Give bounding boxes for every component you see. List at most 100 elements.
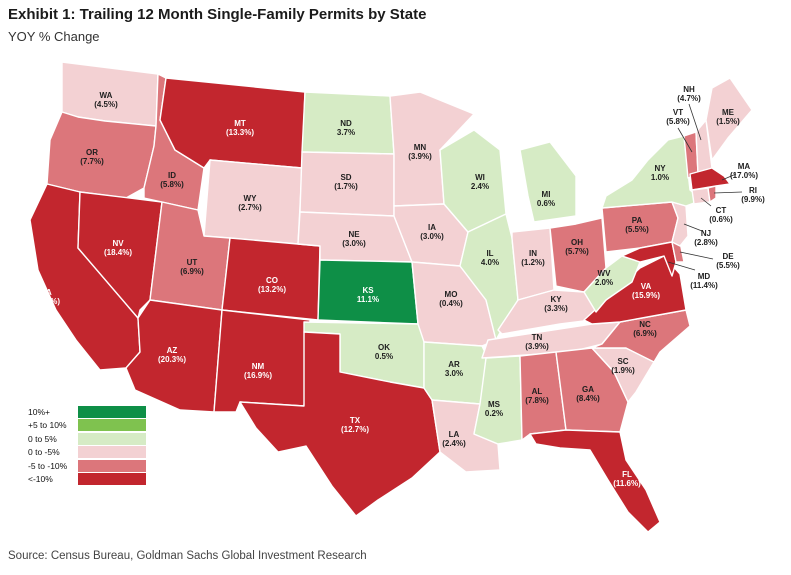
label-KY-code: KY	[550, 295, 562, 304]
label-MT-code: MT	[234, 119, 246, 128]
label-GA-value: (8.4%)	[576, 394, 600, 403]
label-AL-code: AL	[532, 387, 543, 396]
label-NH-value: (4.7%)	[677, 94, 701, 103]
label-MS-code: MS	[488, 400, 501, 409]
legend-swatch	[78, 446, 146, 459]
label-NM-value: (16.9%)	[244, 371, 272, 380]
state-CT[interactable]	[691, 187, 711, 205]
legend-swatch	[78, 419, 146, 432]
label-TX-value: (12.7%)	[341, 425, 369, 434]
label-MI-code: MI	[542, 190, 551, 199]
label-WA-code: WA	[100, 91, 113, 100]
label-UT-code: UT	[187, 258, 198, 267]
label-ND-code: ND	[340, 119, 352, 128]
label-MO-code: MO	[445, 290, 458, 299]
label-IL-value: 4.0%	[481, 258, 499, 267]
state-labels: WA (4.5%) OR (7.7%) CA (10.7%) NV (18.4%…	[32, 85, 765, 488]
label-RI-code: RI	[749, 186, 757, 195]
label-WY-value: (2.7%)	[238, 203, 262, 212]
label-IA-value: (3.0%)	[420, 232, 444, 241]
label-AR-code: AR	[448, 360, 460, 369]
label-TX-code: TX	[350, 416, 361, 425]
label-MI-value: 0.6%	[537, 199, 555, 208]
legend-row: 0 to -5%	[28, 446, 146, 460]
state-TX[interactable]	[239, 331, 441, 517]
label-UT-value: (6.9%)	[180, 267, 204, 276]
label-KS-value: 11.1%	[357, 295, 379, 304]
label-CO-code: CO	[266, 276, 278, 285]
label-CA-value: (10.7%)	[32, 297, 60, 306]
label-CA-code: CA	[40, 288, 52, 297]
label-NJ-code: NJ	[701, 229, 711, 238]
leader-vt	[677, 127, 693, 153]
label-NY-value: 1.0%	[651, 173, 669, 182]
legend-label: +5 to 10%	[28, 420, 67, 431]
state-FL[interactable]	[529, 429, 661, 533]
label-OH-value: (5.7%)	[565, 247, 589, 256]
label-MT-value: (13.3%)	[226, 128, 254, 137]
state-MT[interactable]	[159, 77, 306, 169]
label-NC-value: (6.9%)	[633, 329, 657, 338]
label-PA-code: PA	[632, 216, 643, 225]
label-VA-value: (15.9%)	[632, 291, 660, 300]
legend-swatch	[78, 473, 146, 486]
label-VA-code: VA	[641, 282, 652, 291]
label-ID-value: (5.8%)	[160, 180, 184, 189]
label-LA-code: LA	[449, 430, 460, 439]
state-shapes	[29, 61, 753, 533]
chart-title: Exhibit 1: Trailing 12 Month Single-Fami…	[8, 6, 427, 23]
legend-row: -5 to -10%	[28, 459, 146, 473]
label-TN-code: TN	[532, 333, 543, 342]
label-DE-code: DE	[722, 252, 734, 261]
label-NY-code: NY	[654, 164, 666, 173]
label-NE-code: NE	[348, 230, 360, 239]
label-SD-code: SD	[340, 173, 351, 182]
leader-md	[667, 261, 696, 271]
label-NE-value: (3.0%)	[342, 239, 366, 248]
leader-ma	[721, 173, 737, 181]
label-RI-value: (9.9%)	[741, 195, 765, 204]
label-WI-value: 2.4%	[471, 182, 489, 191]
label-AL-value: (7.8%)	[525, 396, 549, 405]
label-MN-value: (3.9%)	[408, 152, 432, 161]
label-MD-value: (11.4%)	[690, 281, 718, 290]
state-RI[interactable]	[707, 185, 717, 203]
label-CO-value: (13.2%)	[258, 285, 286, 294]
label-NM-code: NM	[252, 362, 265, 371]
map-legend: 10%+ +5 to 10% 0 to 5% 0 to -5% -5 to -1…	[28, 405, 146, 486]
state-MI[interactable]	[519, 141, 577, 223]
label-AZ-value: (20.3%)	[158, 355, 186, 364]
leader-lines	[667, 103, 743, 271]
label-DE-value: (5.5%)	[716, 261, 740, 270]
label-LA-value: (2.4%)	[442, 439, 466, 448]
label-WV-value: 2.0%	[595, 278, 613, 287]
state-ME[interactable]	[705, 77, 753, 161]
label-MA-value: (17.0%)	[730, 171, 758, 180]
label-SC-value: (1.9%)	[611, 366, 635, 375]
legend-label: 0 to 5%	[28, 433, 57, 444]
state-NY[interactable]	[601, 135, 703, 209]
label-IN-value: (1.2%)	[521, 258, 545, 267]
label-ND-value: 3.7%	[337, 128, 355, 137]
label-IA-code: IA	[428, 223, 436, 232]
label-NV-code: NV	[112, 239, 124, 248]
legend-row: <-10%	[28, 473, 146, 487]
label-ME-value: (1.5%)	[716, 117, 740, 126]
label-MA-code: MA	[738, 162, 751, 171]
label-WI-code: WI	[475, 173, 485, 182]
label-KY-value: (3.3%)	[544, 304, 568, 313]
label-NJ-value: (2.8%)	[694, 238, 718, 247]
legend-label: -5 to -10%	[28, 460, 68, 471]
state-WV[interactable]	[583, 255, 641, 313]
state-OR[interactable]	[46, 111, 157, 199]
label-NC-code: NC	[639, 320, 651, 329]
leader-ct	[700, 197, 712, 207]
state-MD[interactable]	[621, 241, 677, 277]
label-OR-code: OR	[86, 148, 98, 157]
state-NM[interactable]	[213, 309, 311, 413]
label-PA-value: (5.5%)	[625, 225, 649, 234]
label-CT-code: CT	[716, 206, 727, 215]
legend-label: <-10%	[28, 474, 53, 485]
label-IN-code: IN	[529, 249, 537, 258]
